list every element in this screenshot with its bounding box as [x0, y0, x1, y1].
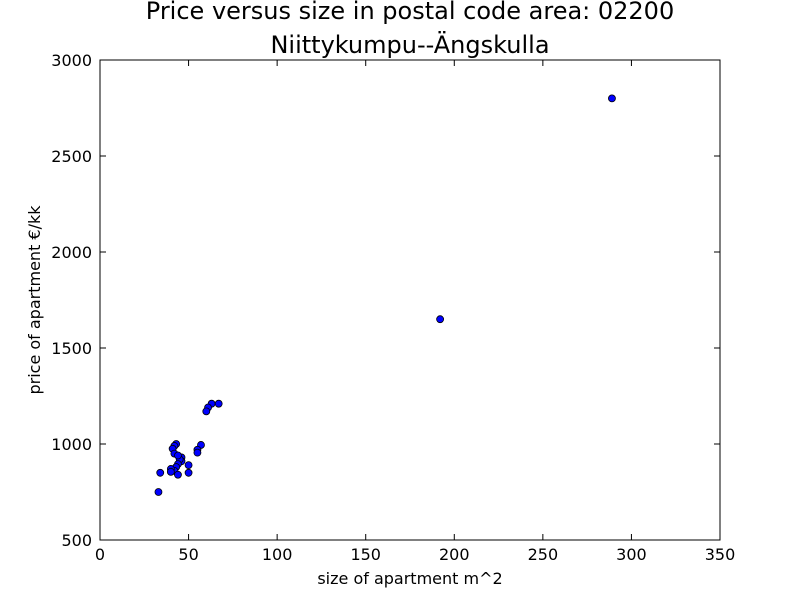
- x-tick-label: 200: [439, 545, 470, 564]
- data-point: [193, 448, 202, 457]
- x-tick-label: 100: [262, 545, 293, 564]
- y-tick-label: 1500: [51, 339, 92, 358]
- y-tick-label: 1000: [51, 435, 92, 454]
- data-point: [608, 94, 616, 103]
- x-tick-label: 0: [95, 545, 105, 564]
- x-tick-label: 50: [178, 545, 198, 564]
- x-axis-label: size of apartment m^2: [317, 569, 502, 588]
- data-point: [184, 468, 193, 477]
- y-tick-label: 2000: [51, 243, 92, 262]
- data-point: [436, 315, 445, 324]
- axis-ticks: 0 50 100 150 200 250 300 350 500 1000 1500 2000 2500…: [51, 51, 735, 564]
- x-tick-label: 300: [616, 545, 647, 564]
- x-tick-label: 250: [528, 545, 559, 564]
- x-tick-label: 350: [705, 545, 736, 564]
- plot-area: [99, 59, 721, 541]
- data-point: [202, 407, 211, 416]
- data-point: [166, 467, 175, 476]
- data-point: [156, 468, 165, 477]
- data-points: [154, 94, 616, 496]
- data-point: [174, 470, 182, 479]
- y-tick-label: 500: [61, 531, 92, 550]
- data-point: [174, 451, 182, 460]
- data-point: [214, 399, 223, 408]
- chart-title: Price versus size in postal code area: 0…: [146, 0, 674, 25]
- y-tick-label: 2500: [51, 147, 92, 166]
- y-tick-label: 3000: [51, 51, 92, 70]
- y-axis-label: price of apartment €/kk: [25, 205, 44, 395]
- data-point: [154, 488, 163, 496]
- chart-subtitle: Niittykumpu--Ängskulla: [270, 30, 549, 59]
- data-point: [184, 461, 193, 470]
- x-tick-label: 150: [350, 545, 381, 564]
